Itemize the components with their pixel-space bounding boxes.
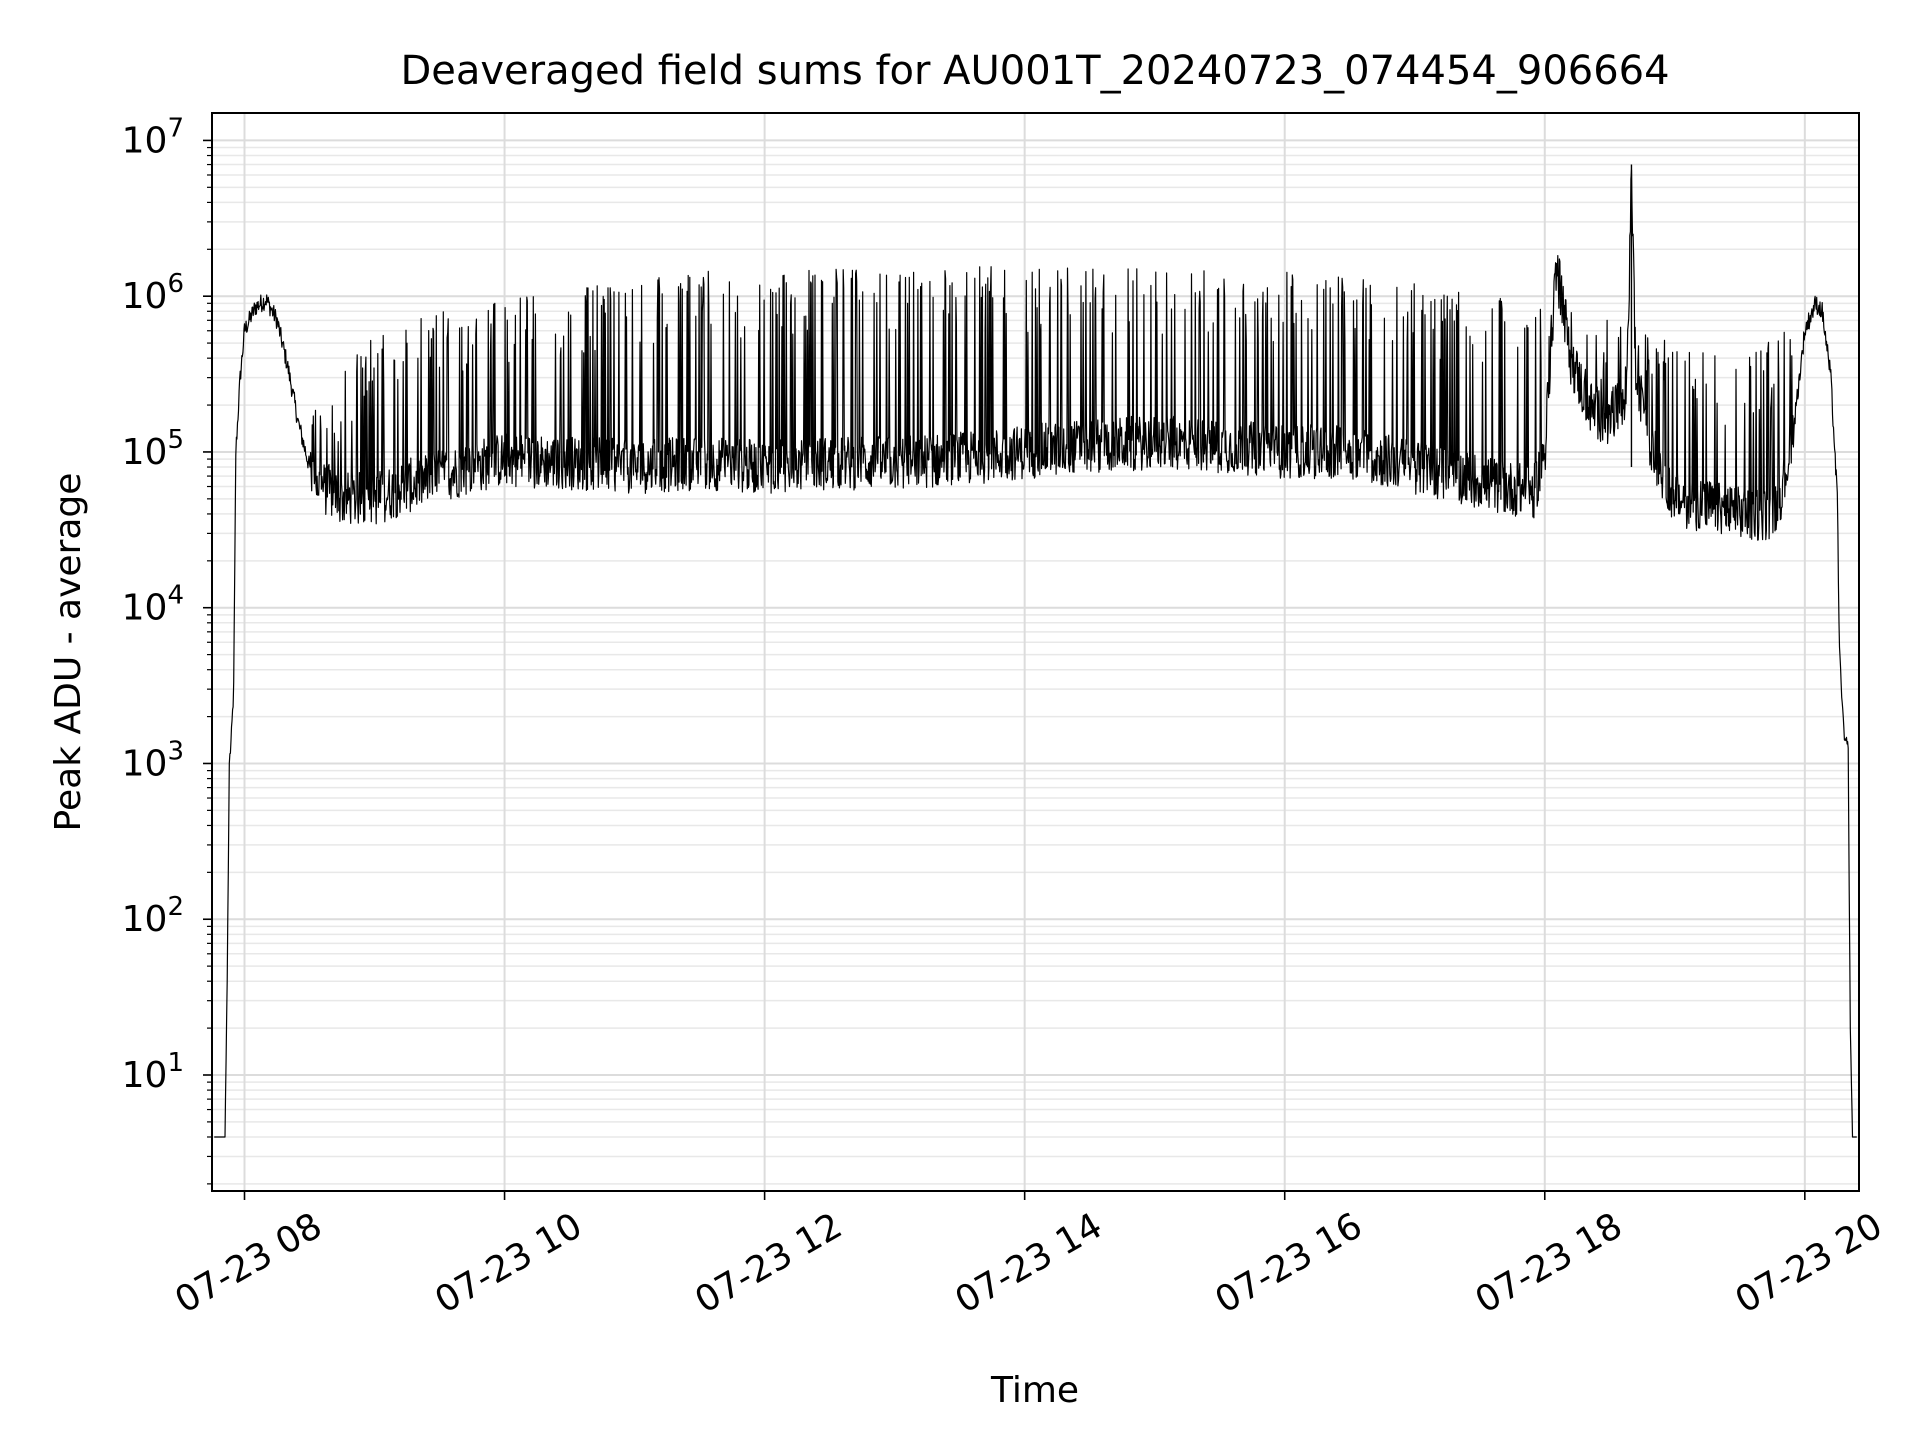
y-tick-label: 107 [122,113,184,161]
y-tick-label: 103 [122,736,184,784]
y-tick-label: 106 [122,269,184,317]
grid-lines [212,113,1859,1191]
y-tick-label: 105 [122,425,184,473]
y-tick-label: 101 [122,1048,184,1096]
y-axis: 101 102 103 104 105 106 107 [122,113,212,1185]
x-axis-label: Time [990,1370,1079,1411]
y-tick-label: 104 [122,581,184,629]
plot-area [214,164,1857,1138]
y-tick-label: 102 [122,892,184,940]
chart-title: Deaveraged field sums for AU001T_2024072… [400,48,1669,94]
axes-frame [211,112,1860,1192]
series-line [214,169,1857,1138]
y-axis-label: Peak ADU - average [48,473,89,832]
